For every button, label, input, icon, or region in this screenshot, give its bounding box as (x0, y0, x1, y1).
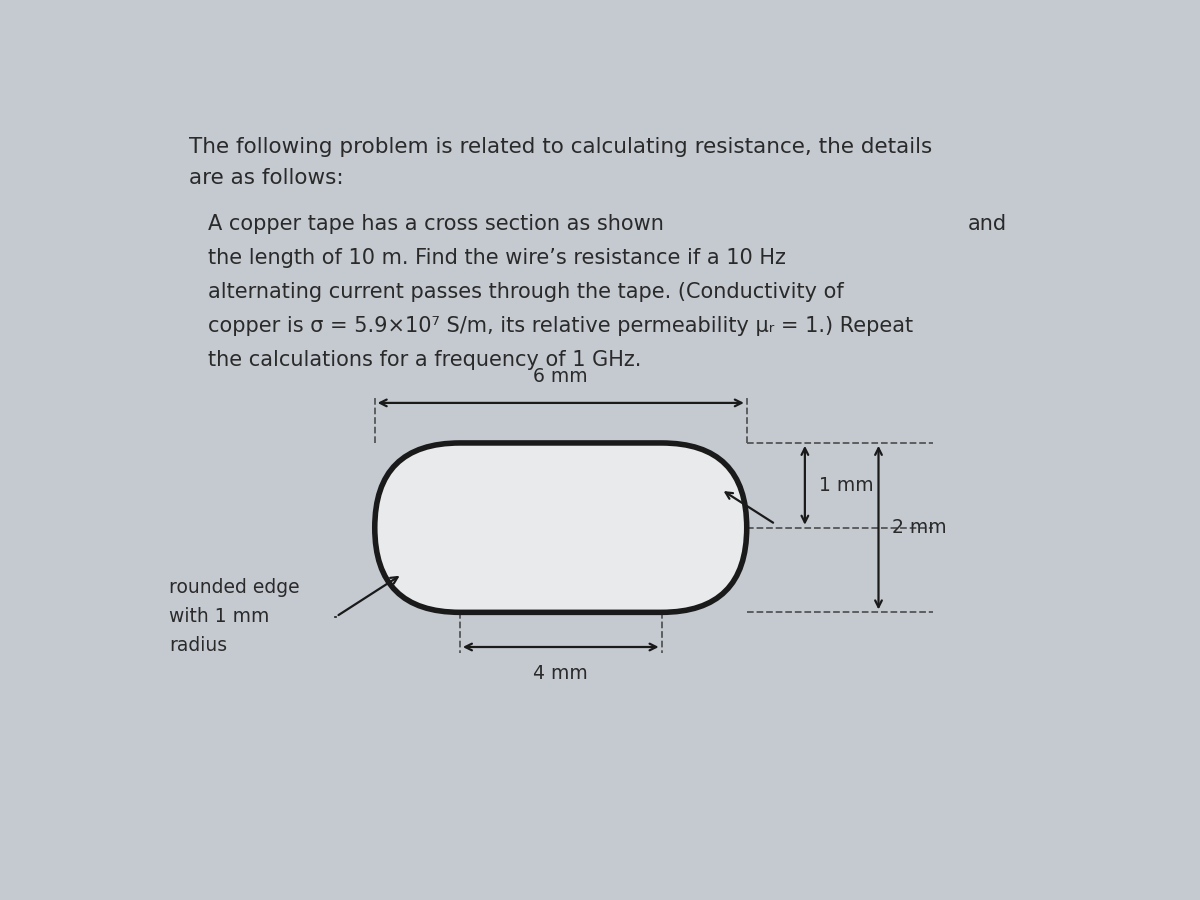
Text: A copper tape has a cross section as shown: A copper tape has a cross section as sho… (208, 214, 664, 234)
Text: alternating current passes through the tape. (Conductivity of: alternating current passes through the t… (208, 282, 844, 302)
Text: The following problem is related to calculating resistance, the details: The following problem is related to calc… (188, 138, 932, 157)
Text: 4 mm: 4 mm (533, 664, 588, 683)
Text: 2 mm: 2 mm (893, 518, 947, 537)
Text: radius: radius (169, 636, 228, 655)
Text: and: and (967, 214, 1007, 234)
Text: 1 mm: 1 mm (818, 476, 874, 495)
Text: the length of 10 m. Find the wire’s resistance if a 10 Hz: the length of 10 m. Find the wire’s resi… (208, 248, 786, 268)
Text: are as follows:: are as follows: (188, 168, 343, 188)
Text: the calculations for a frequency of 1 GHz.: the calculations for a frequency of 1 GH… (208, 350, 642, 370)
Text: rounded edge: rounded edge (169, 578, 300, 597)
Text: 6 mm: 6 mm (534, 367, 588, 386)
Text: with 1 mm: with 1 mm (169, 607, 270, 626)
Text: copper is σ = 5.9×10⁷ S/m, its relative permeability μᵣ = 1.) Repeat: copper is σ = 5.9×10⁷ S/m, its relative … (208, 316, 913, 336)
FancyBboxPatch shape (374, 443, 746, 612)
